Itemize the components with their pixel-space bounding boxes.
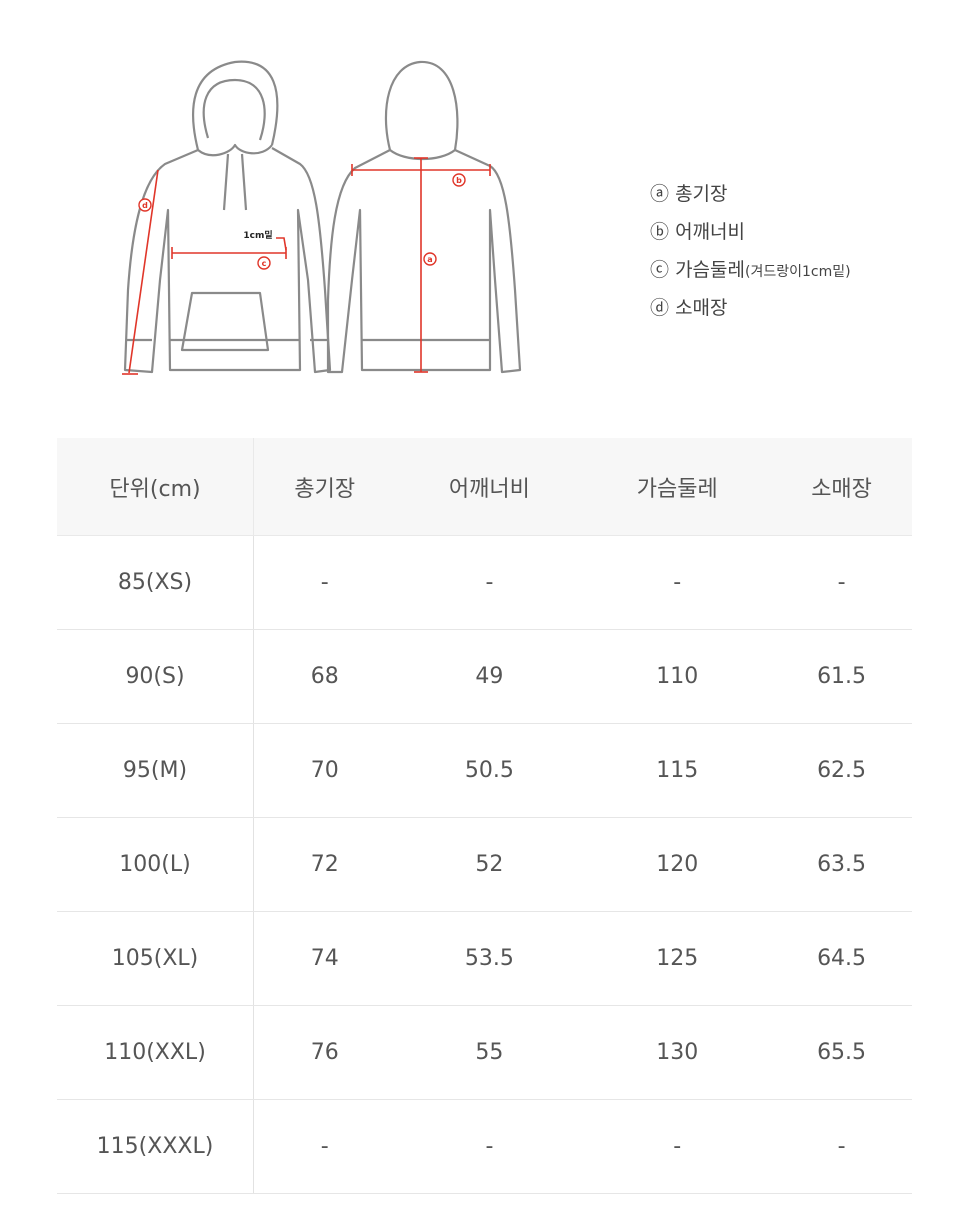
measurement-cell: -	[583, 1099, 772, 1194]
measurement-cell: -	[253, 1099, 396, 1194]
size-cell: 100(L)	[57, 817, 254, 912]
legend-label: 소매장	[675, 297, 728, 319]
column-header: 소매장	[771, 438, 912, 536]
legend-label: 가슴둘레	[675, 259, 745, 281]
column-header: 어깨너비	[395, 438, 584, 536]
size-table: 단위(cm) 총기장 어깨너비 가슴둘레 소매장 85(XS) - - - -90(S) 68 49…	[57, 438, 912, 1194]
measurement-cell: 130	[583, 1005, 772, 1100]
table-row: 95(M) 70 50.5 115 62.5	[57, 723, 912, 818]
legend-label: 어깨너비	[675, 221, 745, 243]
measurement-cell: -	[771, 1099, 912, 1194]
measurement-cell: 64.5	[771, 911, 912, 1006]
measurement-cell: -	[395, 1099, 584, 1194]
size-cell: 115(XXXL)	[57, 1099, 254, 1194]
marker-c: c	[262, 259, 267, 268]
armpit-note: 1cm밑	[243, 229, 272, 241]
table-row: 105(XL) 74 53.5 125 64.5	[57, 911, 912, 1006]
measurement-cell: 74	[253, 911, 396, 1006]
measurement-cell: 49	[395, 629, 584, 724]
size-cell: 90(S)	[57, 629, 254, 724]
hoodie-back	[326, 60, 522, 374]
table-row: 90(S) 68 49 110 61.5	[57, 629, 912, 724]
size-cell: 105(XL)	[57, 911, 254, 1006]
size-cell: 95(M)	[57, 723, 254, 818]
legend-note: (겨드랑이1cm밑)	[744, 264, 851, 280]
size-cell: 110(XXL)	[57, 1005, 254, 1100]
legend-symbol: ⓑ	[650, 221, 670, 243]
legend-item: ⓒ 가슴둘레(겨드랑이1cm밑)	[650, 252, 851, 290]
measurement-cell: 120	[583, 817, 772, 912]
measurement-cell: 76	[253, 1005, 396, 1100]
column-header: 총기장	[253, 438, 396, 536]
measurement-cell: 55	[395, 1005, 584, 1100]
hoodie-size-diagram: d c b a 1cm밑	[122, 60, 522, 375]
marker-d-icon	[138, 198, 152, 212]
measurement-cell: 63.5	[771, 817, 912, 912]
marker-a-icon	[423, 252, 437, 266]
measurement-cell: -	[771, 535, 912, 630]
marker-b-icon	[452, 173, 466, 187]
measurement-cell: 115	[583, 723, 772, 818]
hoodie-front	[123, 60, 332, 374]
column-header: 단위(cm)	[57, 438, 254, 536]
measurement-cell: 53.5	[395, 911, 584, 1006]
legend-item: ⓐ 총기장	[650, 176, 851, 214]
column-header: 가슴둘레	[583, 438, 772, 536]
measurement-cell: 70	[253, 723, 396, 818]
table-row: 115(XXXL) - - - -	[57, 1099, 912, 1194]
legend-symbol: ⓓ	[650, 297, 670, 319]
measurement-legend: ⓐ 총기장 ⓑ 어깨너비 ⓒ 가슴둘레(겨드랑이1cm밑) ⓓ 소매장	[650, 176, 851, 328]
table-row: 85(XS) - - - -	[57, 535, 912, 630]
legend-symbol: ⓐ	[650, 183, 670, 205]
measurement-cell: -	[253, 535, 396, 630]
marker-d: d	[142, 201, 148, 210]
table-row: 110(XXL) 76 55 130 65.5	[57, 1005, 912, 1100]
measurement-cell: -	[583, 535, 772, 630]
measurement-cell: 61.5	[771, 629, 912, 724]
legend-symbol: ⓒ	[650, 259, 670, 281]
measurement-cell: 72	[253, 817, 396, 912]
marker-b: b	[456, 176, 462, 185]
size-cell: 85(XS)	[57, 535, 254, 630]
legend-item: ⓓ 소매장	[650, 290, 851, 328]
table-row: 100(L) 72 52 120 63.5	[57, 817, 912, 912]
measurement-lines	[122, 157, 491, 375]
measurement-cell: 65.5	[771, 1005, 912, 1100]
measurement-cell: 68	[253, 629, 396, 724]
measurement-cell: 125	[583, 911, 772, 1006]
legend-label: 총기장	[675, 183, 728, 205]
measurement-cell: -	[395, 535, 584, 630]
marker-c-icon	[257, 256, 271, 270]
measurement-cell: 110	[583, 629, 772, 724]
marker-a: a	[427, 255, 432, 264]
legend-item: ⓑ 어깨너비	[650, 214, 851, 252]
measurement-cell: 62.5	[771, 723, 912, 818]
measurement-cell: 52	[395, 817, 584, 912]
measurement-cell: 50.5	[395, 723, 584, 818]
sleeve-length-line	[128, 169, 159, 374]
table-header-row: 단위(cm) 총기장 어깨너비 가슴둘레 소매장	[57, 438, 912, 536]
